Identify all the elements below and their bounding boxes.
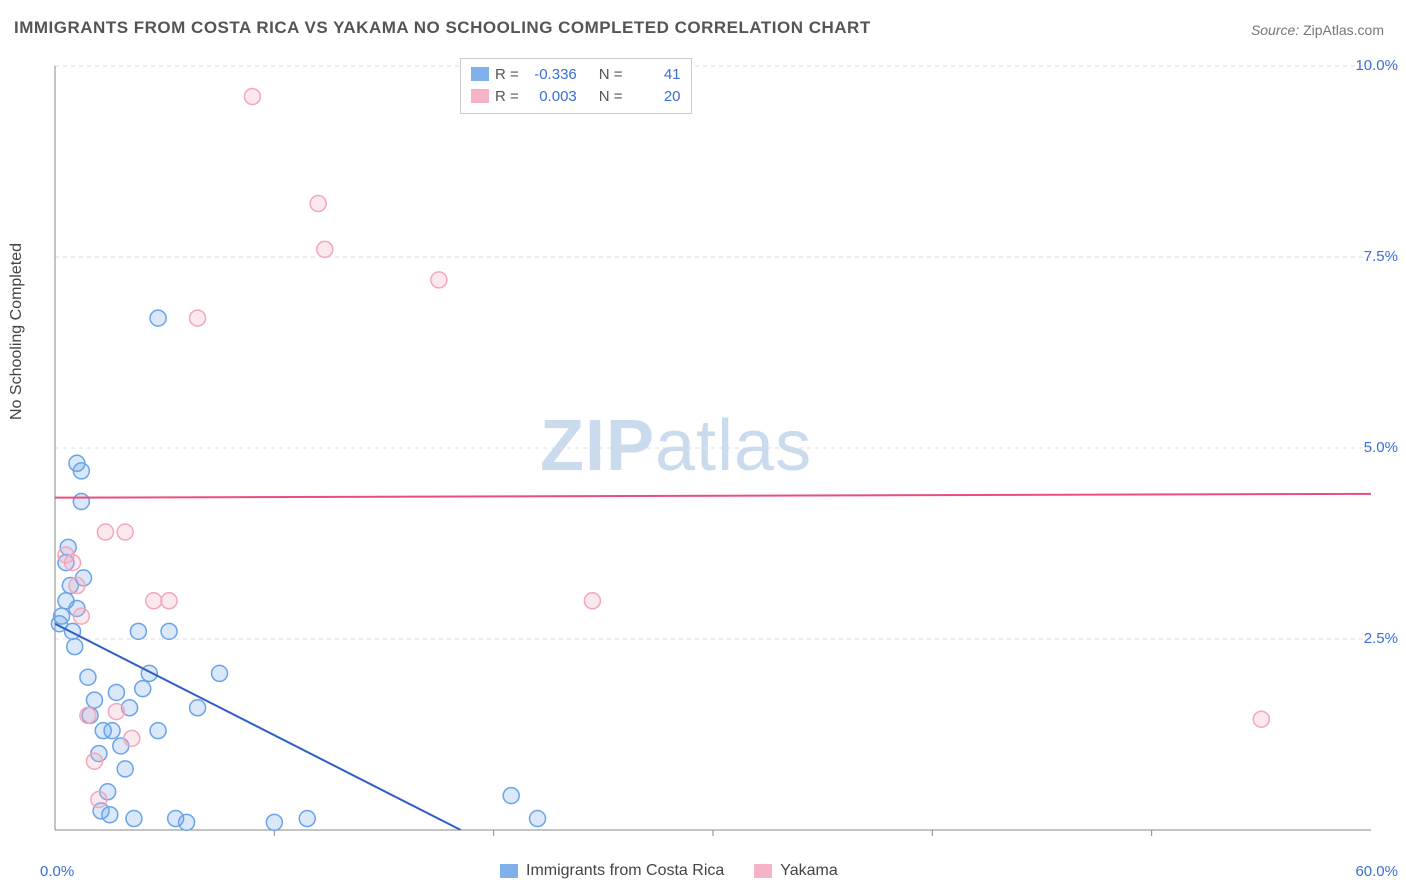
swatch-icon xyxy=(500,864,518,878)
legend-row: R = 0.003 N = 20 xyxy=(471,85,681,107)
x-tick-max: 60.0% xyxy=(1355,863,1398,880)
correlation-legend: R = -0.336 N = 41 R = 0.003 N = 20 xyxy=(460,58,692,114)
legend-label: Yakama xyxy=(780,862,838,880)
x-tick-min: 0.0% xyxy=(40,863,74,880)
r-value: -0.336 xyxy=(525,66,577,83)
y-tick-label: 2.5% xyxy=(1364,630,1398,647)
swatch-icon xyxy=(754,864,772,878)
n-value: 20 xyxy=(629,88,681,105)
chart-title: IMMIGRANTS FROM COSTA RICA VS YAKAMA NO … xyxy=(14,18,871,38)
series-legend: Immigrants from Costa Rica Yakama xyxy=(500,862,838,880)
chart-area xyxy=(50,58,1396,848)
swatch-icon xyxy=(471,67,489,81)
y-axis-label: No Schooling Completed xyxy=(8,243,26,420)
y-tick-label: 7.5% xyxy=(1364,248,1398,265)
y-tick-label: 10.0% xyxy=(1355,57,1398,74)
swatch-icon xyxy=(471,89,489,103)
legend-item: Immigrants from Costa Rica xyxy=(500,862,724,880)
legend-item: Yakama xyxy=(754,862,838,880)
legend-label: Immigrants from Costa Rica xyxy=(526,862,724,880)
scatter-chart-svg xyxy=(50,58,1396,848)
source-value: ZipAtlas.com xyxy=(1303,22,1384,38)
source-credit: Source: ZipAtlas.com xyxy=(1251,22,1384,38)
y-tick-label: 5.0% xyxy=(1364,439,1398,456)
legend-row: R = -0.336 N = 41 xyxy=(471,63,681,85)
n-value: 41 xyxy=(629,66,681,83)
source-label: Source: xyxy=(1251,22,1299,38)
r-value: 0.003 xyxy=(525,88,577,105)
